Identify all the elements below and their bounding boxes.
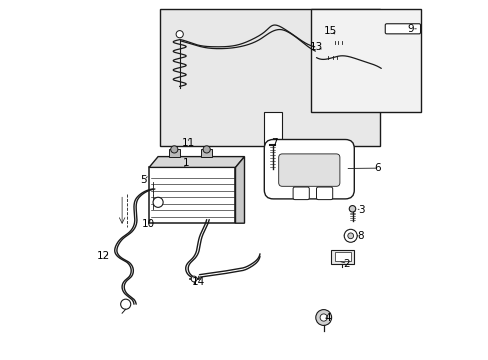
- Circle shape: [344, 229, 356, 242]
- Circle shape: [315, 310, 331, 325]
- FancyBboxPatch shape: [292, 187, 309, 199]
- Text: 12: 12: [97, 251, 110, 261]
- Circle shape: [203, 146, 210, 153]
- Text: 15: 15: [324, 26, 337, 36]
- Text: 10: 10: [142, 219, 155, 229]
- Bar: [263, 112, 281, 145]
- Circle shape: [170, 146, 178, 153]
- Bar: [149, 167, 235, 223]
- Circle shape: [347, 233, 353, 239]
- Text: 11: 11: [181, 138, 194, 148]
- Text: 2: 2: [343, 258, 349, 269]
- Circle shape: [153, 197, 163, 207]
- Text: 6: 6: [374, 163, 381, 173]
- Text: 14: 14: [191, 276, 204, 287]
- Bar: [330, 250, 354, 264]
- Text: 9: 9: [407, 24, 414, 34]
- Bar: [168, 149, 179, 157]
- Text: 5: 5: [140, 175, 147, 185]
- Text: 4: 4: [324, 312, 331, 323]
- FancyBboxPatch shape: [278, 154, 339, 186]
- Bar: [160, 9, 379, 146]
- Text: 8: 8: [356, 231, 363, 241]
- Circle shape: [348, 206, 355, 212]
- Bar: [201, 149, 212, 157]
- FancyBboxPatch shape: [385, 24, 420, 34]
- Bar: [334, 252, 350, 261]
- FancyBboxPatch shape: [316, 187, 332, 199]
- Bar: [310, 9, 420, 112]
- FancyBboxPatch shape: [324, 46, 341, 58]
- FancyBboxPatch shape: [330, 32, 345, 43]
- Polygon shape: [149, 157, 244, 167]
- Circle shape: [320, 314, 326, 321]
- Circle shape: [121, 299, 130, 309]
- Circle shape: [191, 276, 197, 282]
- Text: 3: 3: [357, 205, 364, 215]
- Text: 13: 13: [309, 42, 323, 52]
- Text: 7: 7: [270, 138, 277, 148]
- Text: 1: 1: [183, 158, 189, 168]
- FancyBboxPatch shape: [264, 139, 354, 199]
- Circle shape: [409, 26, 416, 32]
- Circle shape: [176, 31, 183, 38]
- Polygon shape: [235, 157, 244, 223]
